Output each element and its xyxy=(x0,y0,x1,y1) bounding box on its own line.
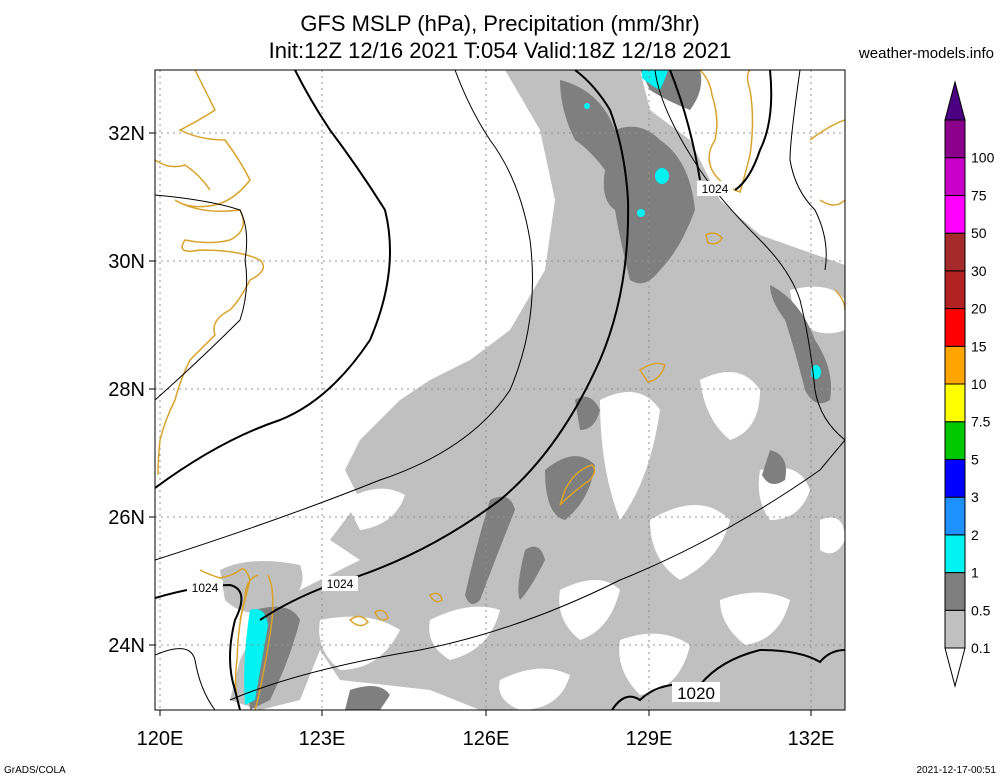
colorbar-level-label: 7.5 xyxy=(971,414,991,430)
colorbar-swatch xyxy=(944,119,966,159)
colorbar-level-label: 10 xyxy=(971,376,987,392)
isobar-thin-central xyxy=(155,70,533,561)
colorbar-level-label: 2 xyxy=(971,527,979,543)
colorbar-swatch xyxy=(944,421,966,460)
map-panel: 1024 1024 1024 1020 120E 123E 126E 129 xyxy=(108,69,846,750)
y-tick-28n: 28N xyxy=(108,379,145,401)
isobar-bold-1020 xyxy=(611,648,845,710)
colorbar-level-label: 15 xyxy=(971,338,987,354)
contour-label-1020: 1020 xyxy=(677,684,715,703)
precip-colorbar: 0.1 0.5 1 2 3 5 7.5 10 15 20 30 50 75 100 xyxy=(944,80,995,688)
colorbar-swatch-min xyxy=(944,647,966,688)
colorbar-swatch xyxy=(944,308,966,347)
colorbar-swatch xyxy=(944,496,966,536)
coast-ryukyu-1 xyxy=(638,362,666,383)
colorbar-swatch xyxy=(944,383,966,423)
coast-ryukyu-5 xyxy=(374,609,389,621)
isobar-bold-1024-west xyxy=(155,70,391,489)
colorbar-level-label: 75 xyxy=(971,187,987,203)
title-line-2: Init:12Z 12/16 2021 T:054 Valid:18Z 12/1… xyxy=(269,38,732,63)
isobar-thin-south xyxy=(155,648,216,710)
coast-korea-jeju xyxy=(705,232,723,245)
precip-cyan-spot-4 xyxy=(584,103,590,109)
isobar-bold-1024-east xyxy=(734,70,773,191)
colorbar-level-label: 5 xyxy=(971,451,979,467)
precip-core-north xyxy=(560,80,695,284)
site-credit: weather-models.info xyxy=(858,45,994,62)
precip-cyan-top xyxy=(642,70,668,90)
coast-fujian xyxy=(199,568,251,621)
precip-streak-5 xyxy=(762,450,786,484)
lat-lon-grid xyxy=(155,70,845,710)
precip-streak-1 xyxy=(545,456,595,520)
colorbar-level-label: 100 xyxy=(971,150,995,166)
y-tick-30n: 30N xyxy=(108,251,145,273)
colorbar-level-label: 0.5 xyxy=(971,602,991,618)
coast-china-estuary xyxy=(155,159,211,191)
isobar-bold-1024-korea xyxy=(669,70,701,181)
precip-cyan-areas xyxy=(244,70,821,705)
precip-streak-3 xyxy=(465,496,515,604)
x-tick-129e: 129E xyxy=(626,728,673,750)
map-frame xyxy=(154,69,846,711)
y-tick-26n: 26N xyxy=(108,507,145,529)
colorbar-level-label: 30 xyxy=(971,263,987,279)
precip-streak-6 xyxy=(345,686,390,710)
colorbar-swatch xyxy=(944,609,966,649)
footer-software: GrADS/COLA xyxy=(4,765,66,776)
coast-taiwan xyxy=(234,574,274,710)
y-axis-labels: 24N 26N 28N 30N 32N xyxy=(108,123,145,657)
contour-label-1024-c: 1024 xyxy=(702,182,729,196)
y-tick-32n: 32N xyxy=(108,123,145,145)
x-tick-123e: 123E xyxy=(299,728,346,750)
colorbar-swatch xyxy=(944,270,966,310)
contour-label-1024-b: 1024 xyxy=(327,577,354,591)
x-tick-120e: 120E xyxy=(137,728,184,750)
isobars xyxy=(155,70,845,710)
contour-labels: 1024 1024 1024 1020 xyxy=(187,181,733,703)
precip-streak-4 xyxy=(518,546,545,600)
y-tick-24n: 24N xyxy=(108,635,145,657)
colorbar-swatch xyxy=(944,157,966,196)
colorbar-swatch xyxy=(944,194,966,234)
colorbar-level-label: 3 xyxy=(971,489,979,505)
colorbar-swatch xyxy=(944,345,966,385)
colorbar-level-label: 50 xyxy=(971,225,987,241)
colorbar-level-label: 1 xyxy=(971,565,979,581)
precip-gaps xyxy=(319,286,845,710)
coast-ryukyu-2 xyxy=(559,464,596,506)
colorbar-swatch-max xyxy=(944,80,966,121)
isobar-thin-east xyxy=(789,70,827,271)
x-tick-126e: 126E xyxy=(463,728,510,750)
colorbar-swatch xyxy=(944,458,966,498)
x-tick-132e: 132E xyxy=(788,728,835,750)
colorbar-swatch xyxy=(944,572,966,611)
coast-china-north xyxy=(157,70,265,476)
precip-cyan-taiwan xyxy=(244,609,268,705)
title-line-1: GFS MSLP (hPa), Precipitation (mm/3hr) xyxy=(300,11,699,36)
colorbar-level-label: 0.1 xyxy=(971,640,991,656)
precip-cyan-spot-2 xyxy=(637,209,645,217)
tick-marks xyxy=(149,132,812,716)
colorbar-swatch xyxy=(944,232,966,272)
precip-streak-2 xyxy=(575,396,600,430)
coast-ryukyu-3 xyxy=(428,592,443,603)
colorbar-level-label: 20 xyxy=(971,301,987,317)
isobar-thin-west xyxy=(155,194,248,401)
isobar-thin-southeast xyxy=(229,439,845,701)
x-axis-labels: 120E 123E 126E 129E 132E xyxy=(137,728,835,750)
isobar-thin-korea xyxy=(654,70,845,441)
footer-timestamp: 2021-12-17-00:51 xyxy=(916,765,996,776)
colorbar-swatch xyxy=(944,534,966,574)
contour-label-1024-a: 1024 xyxy=(192,581,219,595)
coast-ryukyu-4 xyxy=(348,615,370,627)
precip-cyan-spot-1 xyxy=(655,168,669,184)
